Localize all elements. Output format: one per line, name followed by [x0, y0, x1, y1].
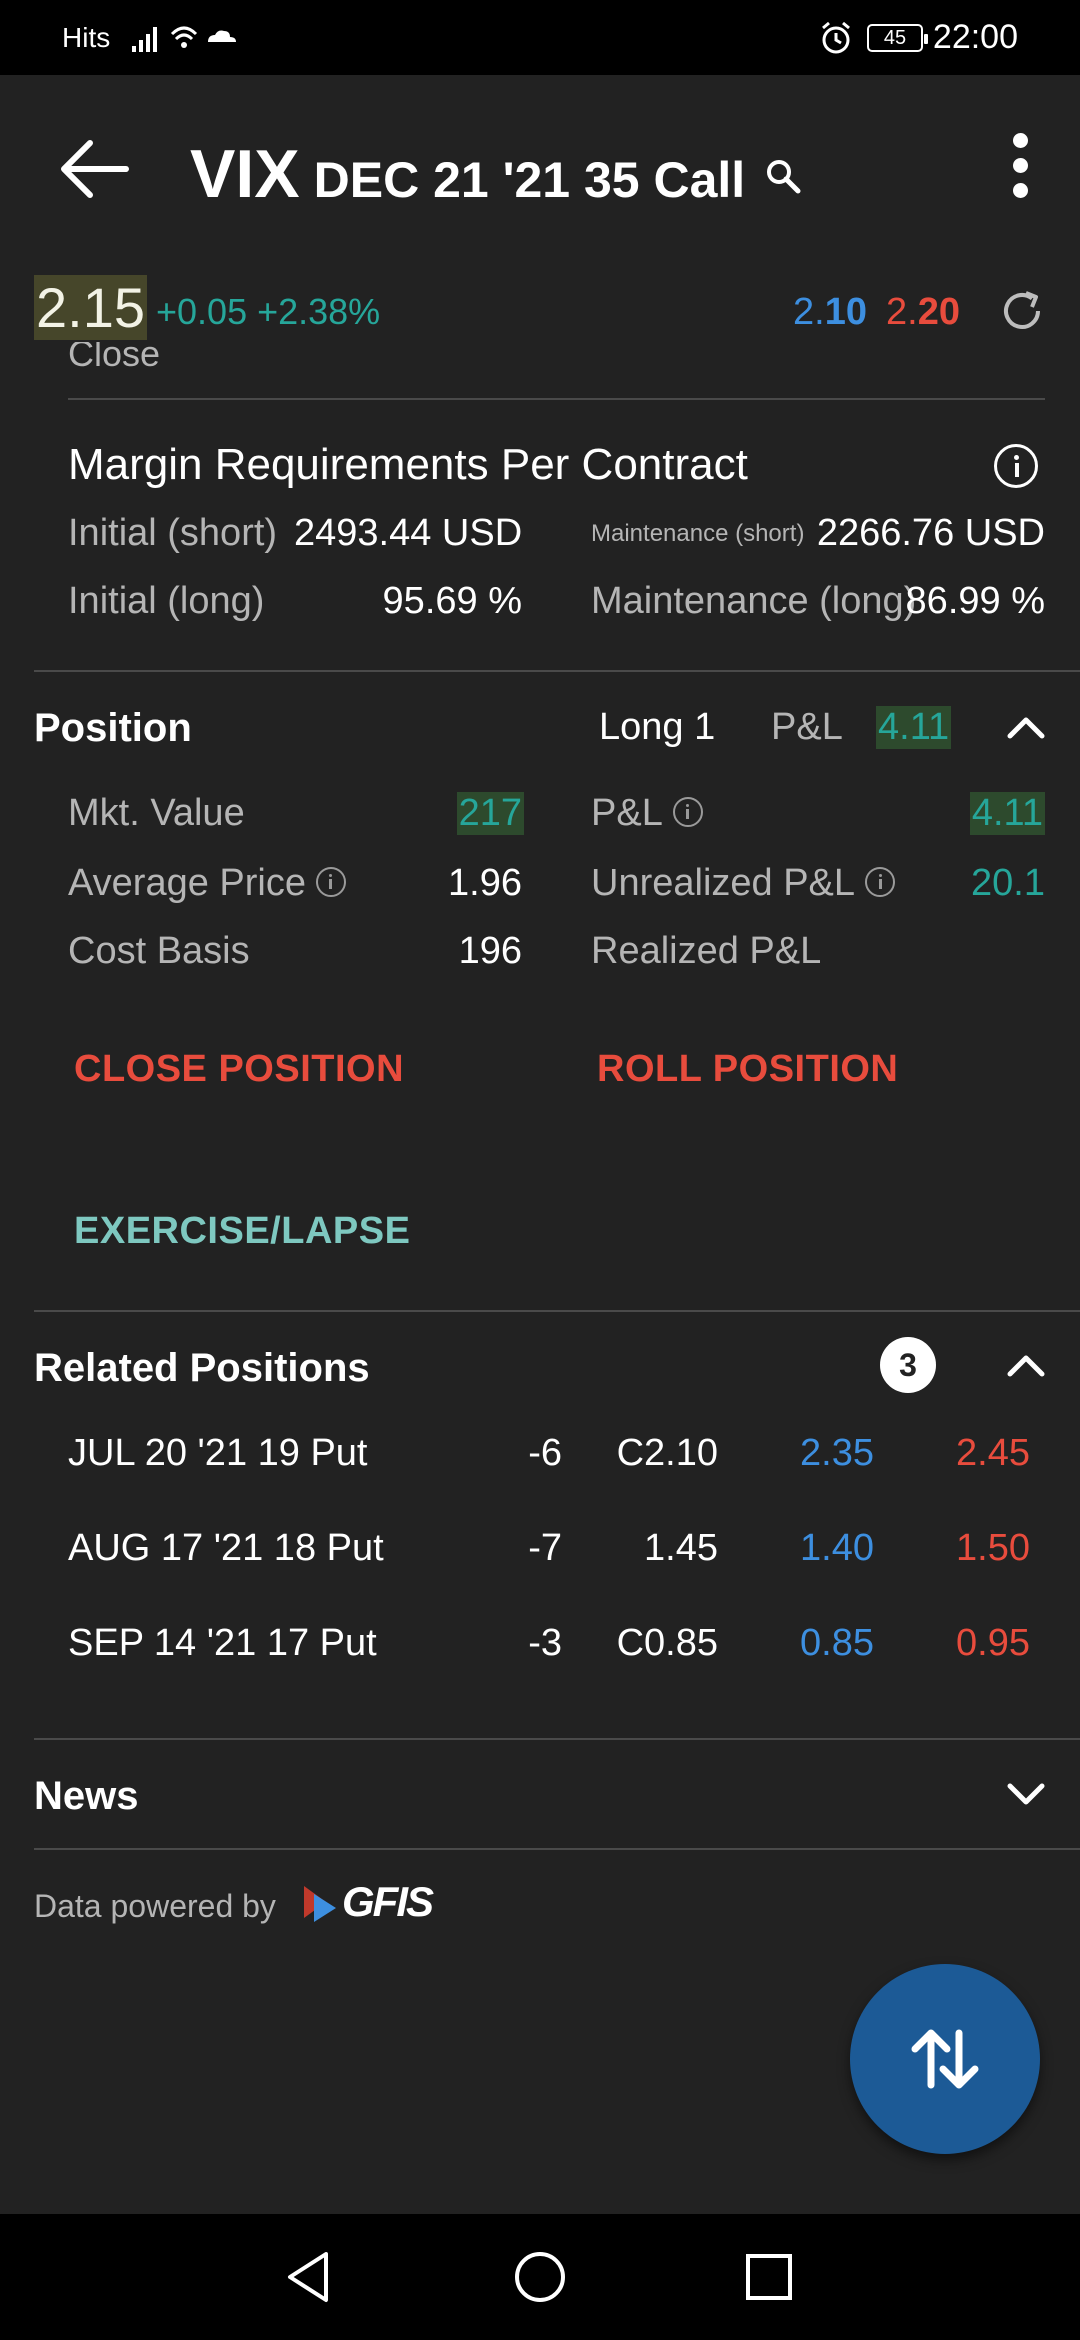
initial-long-value: 95.69 %	[382, 580, 522, 622]
exercise-lapse-button[interactable]: EXERCISE/LAPSE	[74, 1210, 411, 1252]
nav-back-icon[interactable]	[278, 2246, 340, 2308]
alarm-icon	[822, 21, 850, 54]
cost-basis-value: 196	[458, 930, 522, 972]
maintenance-long-value: 86.99 %	[905, 580, 1045, 622]
nav-recents-icon[interactable]	[738, 2246, 800, 2308]
related-qty: -3	[528, 1622, 562, 1664]
maintenance-long-label: Maintenance (long)	[591, 580, 917, 622]
gfis-brand: GFIS	[342, 1878, 434, 1925]
close-label: Close	[68, 342, 161, 374]
bid-price[interactable]: 2.10	[793, 291, 867, 333]
unrealized-pnl-label: Unrealized P&L	[591, 862, 896, 905]
position-pnl-label: P&L	[771, 706, 843, 748]
initial-short-label: Initial (short)	[68, 512, 278, 554]
average-price-label: Average Price	[68, 862, 346, 905]
mkt-value-label: Mkt. Value	[68, 792, 245, 834]
cost-basis-label: Cost Basis	[68, 930, 250, 972]
page-title[interactable]: VIX DEC 21 '21 35 Call	[190, 135, 745, 213]
related-positions-title: Related Positions	[34, 1346, 370, 1390]
related-position-row[interactable]: SEP 14 '21 17 Put -3 C0.85 0.85 0.95	[0, 1622, 1080, 1682]
symbol-label: VIX	[190, 136, 300, 212]
news-title[interactable]: News	[34, 1774, 139, 1818]
status-bar: Hits 45 22:00	[0, 0, 1080, 75]
chevron-down-icon[interactable]	[1004, 1772, 1048, 1816]
info-icon[interactable]	[672, 796, 703, 827]
divider	[68, 398, 1045, 400]
related-ask[interactable]: 2.45	[956, 1432, 1030, 1474]
position-side: Long 1	[599, 706, 716, 748]
close-position-button[interactable]: CLOSE POSITION	[74, 1048, 405, 1090]
trade-fab-button[interactable]	[850, 1964, 1040, 2154]
related-name: JUL 20 '21 19 Put	[68, 1432, 368, 1474]
related-bid[interactable]: 1.40	[800, 1527, 874, 1569]
related-qty: -7	[528, 1527, 562, 1569]
related-position-row[interactable]: AUG 17 '21 18 Put -7 1.45 1.40 1.50	[0, 1527, 1080, 1587]
maintenance-short-label: Maintenance (short)	[591, 520, 805, 547]
pnl-value: 4.11	[969, 792, 1045, 835]
back-arrow-icon[interactable]	[56, 131, 132, 207]
maintenance-short-value: 2266.76 USD	[816, 512, 1045, 554]
info-icon[interactable]	[865, 866, 896, 897]
divider	[34, 670, 1080, 672]
info-icon[interactable]	[315, 866, 346, 897]
related-name: SEP 14 '21 17 Put	[68, 1622, 377, 1664]
related-bid[interactable]: 0.85	[800, 1622, 874, 1664]
info-icon[interactable]	[994, 444, 1038, 488]
related-ask[interactable]: 1.50	[956, 1527, 1030, 1569]
roll-position-button[interactable]: ROLL POSITION	[597, 1048, 899, 1090]
realized-pnl-label: Realized P&L	[591, 930, 822, 972]
related-last: C2.10	[616, 1432, 718, 1474]
quote-bar: 2.15 +0.05 +2.38% 2.10 2.20	[0, 265, 1080, 345]
app-bar: VIX DEC 21 '21 35 Call	[0, 75, 1080, 265]
divider	[34, 1738, 1080, 1740]
divider	[34, 1310, 1080, 1312]
chevron-up-icon[interactable]	[1004, 706, 1048, 750]
average-price-value: 1.96	[448, 862, 522, 904]
initial-long-label: Initial (long)	[68, 580, 265, 622]
gfis-logo-icon	[304, 1886, 336, 1922]
position-pnl-value: 4.11	[876, 706, 952, 749]
related-ask[interactable]: 0.95	[956, 1622, 1030, 1664]
search-icon[interactable]	[764, 157, 804, 197]
related-name: AUG 17 '21 18 Put	[68, 1527, 384, 1569]
mkt-value: 217	[456, 792, 524, 835]
related-last: C0.85	[616, 1622, 718, 1664]
contract-description: DEC 21 '21 35 Call	[313, 152, 746, 208]
related-last: 1.45	[644, 1527, 718, 1569]
position-title: Position	[34, 706, 192, 750]
nav-home-icon[interactable]	[509, 2246, 571, 2308]
related-count-badge: 3	[880, 1337, 936, 1393]
related-bid[interactable]: 2.35	[800, 1432, 874, 1474]
battery-indicator: 45	[867, 24, 928, 52]
carrier-name: Hits	[62, 22, 111, 53]
last-price: 2.15	[34, 275, 147, 340]
refresh-icon[interactable]	[998, 287, 1046, 335]
system-nav-bar	[0, 2214, 1080, 2340]
data-powered-by: Data powered by	[34, 1888, 276, 1924]
initial-short-value: 2493.44 USD	[294, 512, 523, 554]
related-position-row[interactable]: JUL 20 '21 19 Put -6 C2.10 2.35 2.45	[0, 1432, 1080, 1492]
margin-title: Margin Requirements Per Contract	[68, 440, 748, 489]
related-qty: -6	[528, 1432, 562, 1474]
ask-price[interactable]: 2.20	[886, 291, 960, 333]
price-change: +0.05 +2.38%	[156, 291, 381, 332]
divider	[34, 1848, 1080, 1850]
clock: 22:00	[932, 18, 1018, 56]
chevron-up-icon[interactable]	[1004, 1344, 1048, 1388]
unrealized-pnl-value: 20.1	[971, 862, 1045, 904]
signal-wifi-icon	[132, 26, 236, 52]
more-vert-icon[interactable]	[1000, 133, 1040, 209]
pnl-label: P&L	[591, 792, 703, 835]
swap-vertical-icon	[911, 2029, 979, 2089]
